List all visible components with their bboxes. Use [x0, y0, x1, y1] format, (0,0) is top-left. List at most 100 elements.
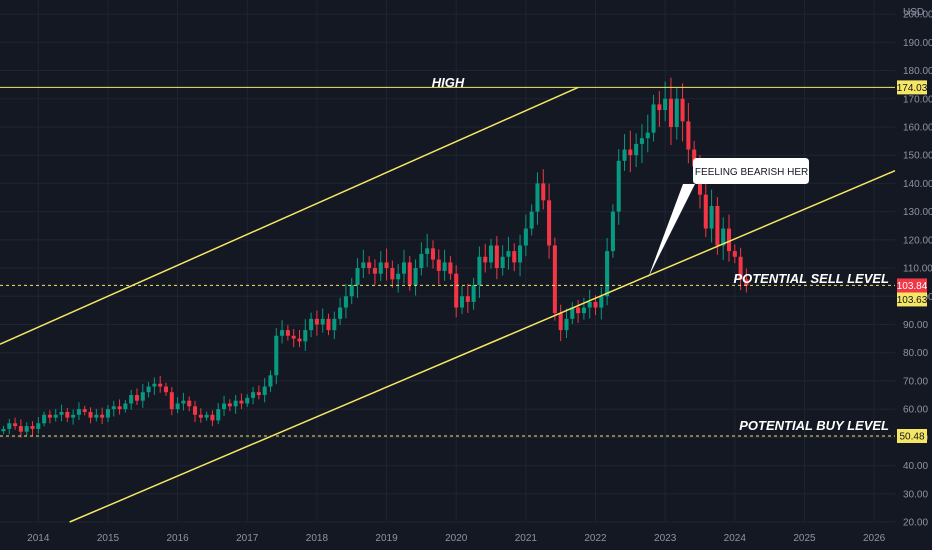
time-tick-label: 2016 [166, 533, 189, 544]
candle-body [18, 426, 23, 432]
candle-body [262, 386, 267, 396]
callout-text: IM FEELING BEARISH HERE [681, 167, 815, 178]
candle-body [158, 383, 163, 387]
candle-body [24, 426, 29, 432]
candle-body [309, 318, 314, 331]
candle-body [709, 205, 714, 229]
candle-body [204, 414, 209, 418]
candle-body [477, 256, 482, 285]
time-tick-label: 2025 [793, 533, 816, 544]
time-tick-label: 2019 [375, 533, 398, 544]
candle-body [680, 98, 685, 122]
high-label: HIGH [432, 75, 465, 90]
channel-upper-line [0, 86, 579, 345]
candle-body [634, 143, 639, 156]
candle-body [355, 268, 360, 285]
time-tick-label: 2020 [445, 533, 468, 544]
candle-body [547, 200, 552, 246]
candle-body [523, 228, 528, 246]
candle-body [390, 268, 395, 280]
candle-body [454, 273, 459, 308]
candle-body [140, 392, 145, 401]
candle-body [47, 414, 52, 418]
price-tick-label: 180.00 [903, 66, 932, 77]
price-tick-label: 150.00 [903, 151, 932, 162]
candle-body [483, 256, 488, 263]
candle-body [123, 403, 128, 410]
candle-body [668, 98, 673, 127]
candle-body [610, 211, 615, 252]
price-tick-label: 120.00 [903, 235, 932, 246]
callout-bubble: IM FEELING BEARISH HERE [648, 158, 815, 278]
candle-body [599, 296, 604, 308]
candle-body [71, 414, 76, 418]
time-tick-label: 2022 [584, 533, 607, 544]
candle-body [732, 251, 737, 257]
candle-body [465, 296, 470, 302]
candle-body [326, 318, 331, 331]
candle-body [459, 296, 465, 308]
time-tick-label: 2018 [306, 533, 329, 544]
candle-body [657, 104, 662, 111]
currency-label: USD [903, 7, 924, 18]
candle-body [297, 338, 302, 342]
annotations: HIGH POTENTIAL SELL LEVEL POTENTIAL BUY … [432, 75, 889, 433]
price-tick-label: 70.00 [903, 376, 928, 387]
candle-body [117, 406, 122, 410]
buy-level-label: POTENTIAL BUY LEVEL [739, 418, 889, 433]
candle-body [576, 307, 581, 314]
candle-body [105, 409, 110, 418]
sell-level-label: POTENTIAL SELL LEVEL [733, 271, 889, 286]
candle-body [744, 279, 749, 286]
candle-body [343, 296, 348, 308]
candle-body [59, 411, 64, 415]
candle-body [245, 397, 250, 404]
candle-body [210, 414, 215, 421]
candle-body [216, 409, 221, 421]
candle-body [488, 245, 494, 263]
price-tick-label: 170.00 [903, 94, 932, 105]
candle-body [715, 205, 720, 246]
candle-body [396, 273, 401, 280]
candle-body [581, 307, 586, 314]
candle-body [303, 330, 308, 342]
high-price-tag-bg [897, 80, 927, 95]
candle-body [227, 403, 232, 407]
drawing-lines [0, 86, 896, 523]
time-tick-label: 2026 [863, 533, 886, 544]
candle-body [529, 211, 534, 229]
buy-price-tag-bg [897, 428, 927, 443]
candle-body [494, 245, 499, 269]
time-tick-label: 2023 [654, 533, 677, 544]
candle-body [291, 335, 296, 339]
time-tick-label: 2017 [236, 533, 259, 544]
candle-body [448, 262, 453, 274]
candle-body [726, 228, 732, 252]
candle-body [152, 383, 157, 387]
price-tick-label: 140.00 [903, 179, 932, 190]
candle-body [146, 386, 151, 393]
candle-body [175, 403, 180, 410]
candle-body [535, 183, 540, 212]
candle-body [134, 395, 140, 401]
candle-body [1, 428, 6, 432]
candle-body [500, 256, 505, 269]
candle-body [65, 411, 70, 418]
candle-body [169, 392, 174, 410]
candle-body [593, 301, 598, 308]
candle-body [285, 330, 290, 336]
price-tick-label: 130.00 [903, 207, 932, 218]
candle-body [251, 392, 256, 398]
candle-body [338, 307, 343, 319]
channel-lower-line [69, 170, 896, 523]
candle-body [564, 318, 569, 331]
candle-body [361, 262, 366, 269]
candle-body [233, 400, 238, 407]
price-tick-label: 80.00 [903, 348, 928, 359]
price-tick-label: 190.00 [903, 38, 932, 49]
candle-body [442, 262, 447, 271]
candle-body [518, 245, 523, 263]
price-tick-label: 30.00 [903, 489, 928, 500]
candle-body [88, 411, 93, 418]
candle-body [384, 262, 389, 269]
